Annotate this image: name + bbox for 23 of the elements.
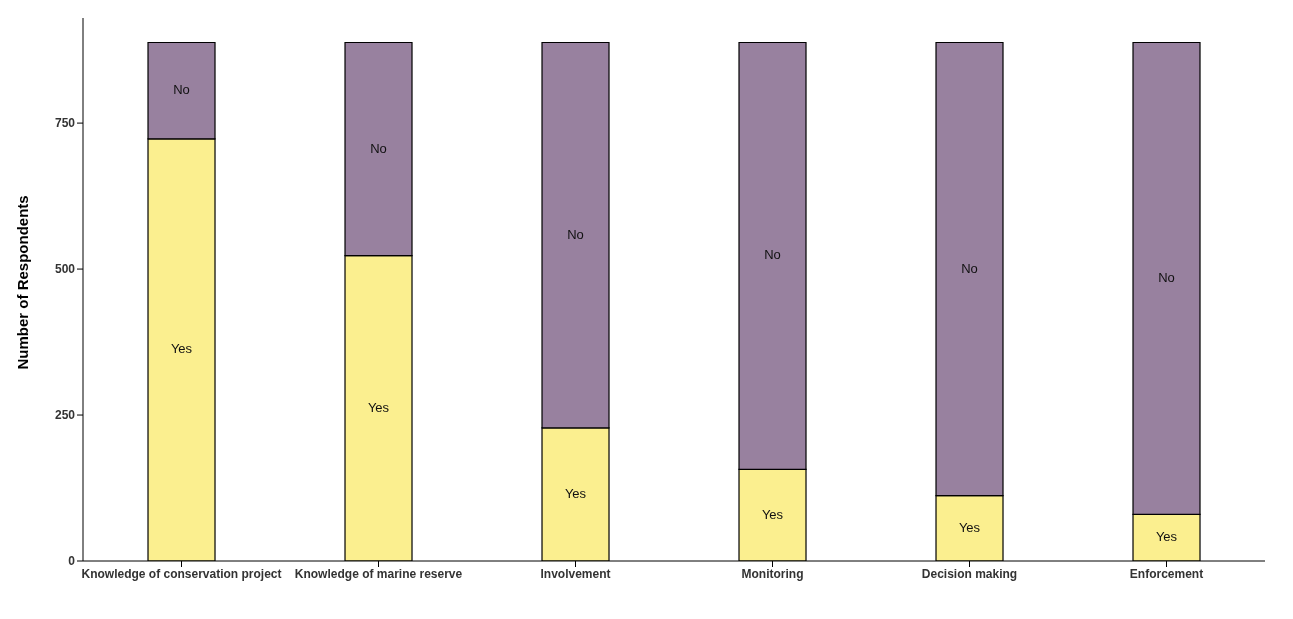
x-tick-label: Monitoring (741, 566, 804, 581)
series-label: Yes (1155, 529, 1178, 545)
text: No (370, 140, 387, 156)
text: Yes (761, 506, 784, 522)
text: Yes (564, 485, 587, 501)
y-axis-title: Number of Respondents (14, 195, 32, 370)
text: No (764, 247, 781, 263)
x-tick-label: Involvement (540, 566, 611, 581)
x-tick-label: Decision making (921, 566, 1018, 581)
text: No (1158, 269, 1175, 285)
text: No (173, 82, 190, 98)
x-tick-label: Enforcement (1129, 566, 1204, 581)
y-tick-label: 500 (54, 262, 76, 277)
text: No (961, 260, 978, 276)
y-tick-label: 250 (54, 408, 76, 423)
text: Yes (367, 399, 390, 415)
y-tick-label: 0 (68, 554, 76, 569)
text: Yes (958, 519, 981, 535)
y-tick-label: 750 (54, 116, 76, 131)
x-tick-label: Knowledge of conservation project (81, 566, 282, 581)
text: Yes (170, 341, 193, 357)
x-tick-label: Knowledge of marine reserve (294, 566, 463, 581)
series-label: No (567, 226, 584, 242)
